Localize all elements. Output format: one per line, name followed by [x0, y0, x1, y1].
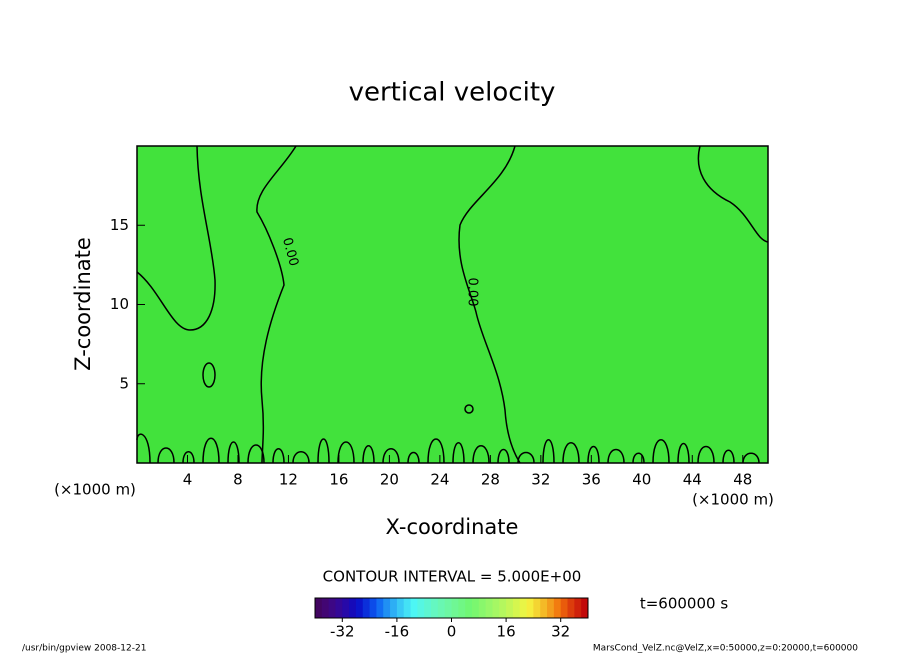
colorbar-cell: [390, 598, 398, 618]
colorbar-cell: [383, 598, 391, 618]
y-tick-label: 5: [119, 374, 129, 392]
colorbar-cell: [471, 598, 480, 618]
x-tick-label: 48: [733, 471, 752, 489]
y-axis-label: Z-coordinate: [71, 237, 95, 371]
colorbar-cell: [574, 598, 582, 618]
contour-line: [202, 362, 216, 388]
footer: MarsCond_VelZ.nc@VelZ,x=0:50000,z=0:2000…: [593, 644, 858, 654]
x-tick-label: 4: [183, 471, 193, 489]
footer: /usr/bin/gpview 2008-12-21: [22, 644, 146, 654]
colorbar-cell: [362, 598, 371, 618]
x-tick-label: 24: [430, 471, 449, 489]
contour-line: [697, 145, 769, 243]
colorbar-cell: [396, 598, 405, 618]
colorbar-cell: [369, 598, 377, 618]
colorbar-cell: [506, 598, 514, 618]
x-unit: (×1000 m): [54, 481, 136, 499]
colorbar-cell: [437, 598, 446, 618]
contour-interval: CONTOUR INTERVAL = 5.000E+00: [323, 568, 582, 586]
x-tick-label: 12: [279, 471, 298, 489]
colorbar-cell: [349, 598, 357, 618]
colorbar-cell: [417, 598, 425, 618]
contour-line: [136, 145, 216, 331]
contour-label: 0.00: [465, 278, 480, 307]
plot-fill: [137, 146, 768, 463]
colorbar-cell: [581, 598, 589, 618]
colorbar-tick-label: 0: [447, 623, 457, 641]
colorbar-cell: [458, 598, 466, 618]
colorbar-cell: [315, 598, 323, 618]
colorbar-tick-label: -32: [330, 623, 355, 641]
contour-label: 0.00: [279, 236, 301, 268]
y-tick-label: 15: [110, 216, 129, 234]
colorbar-cell: [533, 598, 541, 618]
x-tick-label: 44: [683, 471, 702, 489]
x-tick-label: 32: [531, 471, 550, 489]
colorbar-cell: [519, 598, 528, 618]
x-axis-label: X-coordinate: [386, 515, 519, 539]
x-unit: (×1000 m): [692, 491, 774, 509]
colorbar-cell: [431, 598, 439, 618]
contour-line: [458, 145, 521, 464]
colorbar-cell: [465, 598, 473, 618]
contour-line: [256, 145, 297, 464]
x-tick-label: 8: [233, 471, 243, 489]
contours: [136, 145, 769, 464]
colorbar: [315, 598, 589, 618]
colorbar-cell: [410, 598, 418, 618]
x-tick-label: 40: [632, 471, 651, 489]
colorbar-cell: [553, 598, 562, 618]
colorbar-cell: [376, 598, 384, 618]
y-tick-label: 10: [110, 295, 129, 313]
colorbar-cell: [547, 598, 555, 618]
colorbar-cell: [540, 598, 548, 618]
colorbar-cell: [567, 598, 575, 618]
colorbar-cell: [335, 598, 343, 618]
colorbar-cell: [328, 598, 336, 618]
contour-line: [464, 404, 474, 414]
colorbar-cell: [478, 598, 487, 618]
colorbar-cell: [321, 598, 330, 618]
x-tick-label: 36: [582, 471, 601, 489]
time-label: t=600000 s: [640, 595, 728, 613]
x-tick-label: 28: [481, 471, 500, 489]
x-tick-label: 16: [329, 471, 348, 489]
colorbar-cell: [451, 598, 459, 618]
colorbar-cell: [560, 598, 569, 618]
colorbar-cell: [403, 598, 412, 618]
x-tick-label: 20: [380, 471, 399, 489]
colorbar-cell: [526, 598, 534, 618]
colorbar-cell: [512, 598, 521, 618]
colorbar-cell: [485, 598, 493, 618]
colorbar-tick-label: 16: [497, 623, 516, 641]
colorbar-tick-label: -16: [385, 623, 410, 641]
colorbar-cell: [444, 598, 452, 618]
chart-title: vertical velocity: [349, 78, 556, 108]
colorbar-cell: [424, 598, 432, 618]
colorbar-cell: [355, 598, 364, 618]
colorbar-cell: [499, 598, 507, 618]
colorbar-cell: [342, 598, 350, 618]
colorbar-tick-label: 32: [551, 623, 570, 641]
colorbar-cell: [492, 598, 500, 618]
